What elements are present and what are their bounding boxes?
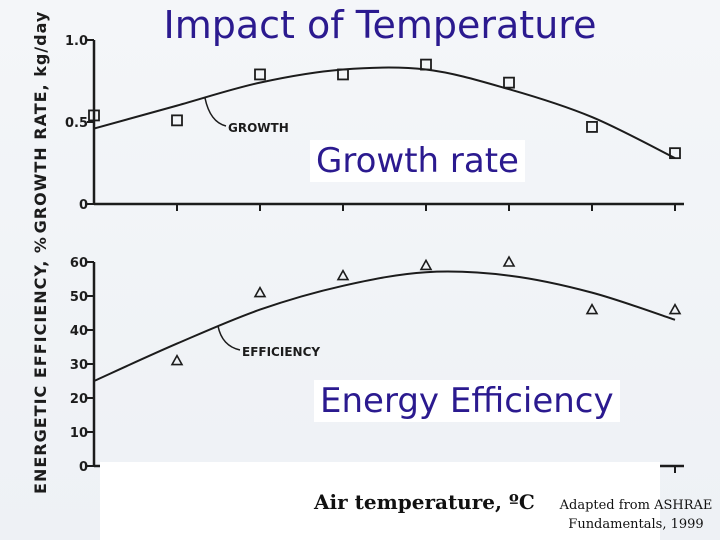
y-tick-label-1: 0.5 (65, 116, 88, 131)
data-point-square (669, 147, 681, 160)
fitted-curve-efficiency (93, 270, 676, 382)
source-credit-line1: Adapted from ASHRAE (559, 498, 713, 513)
y-axis-label-2: ENERGETIC EFFICIENCY, % (31, 236, 50, 494)
curve-annotation: GROWTH (228, 121, 289, 135)
data-point-square (503, 76, 515, 89)
data-point-triangle (668, 302, 682, 315)
y-tick-label-1: 1.0 (65, 34, 88, 49)
y-tick-label-2: 60 (70, 256, 88, 271)
y-tick-label-2: 10 (70, 426, 88, 441)
y-tick-label-1: 0 (79, 198, 88, 213)
source-credit: Adapted from ASHRAE Fundamentals, 1999 (556, 496, 716, 534)
data-point-square (254, 68, 266, 81)
slide-title: Impact of Temperature (163, 3, 597, 47)
fitted-curve-growth (93, 66, 676, 159)
annotation-leader (204, 97, 227, 127)
data-point-square (171, 114, 183, 127)
data-point-square (88, 109, 100, 122)
y-tick-label-2: 50 (70, 290, 88, 305)
annotation-leader (217, 325, 241, 351)
energy-efficiency-label: Energy Efficiency (314, 380, 620, 422)
y-axis-label-1: GROWTH RATE, kg/day (31, 11, 50, 234)
data-point-triangle (253, 285, 267, 298)
footer-panel (100, 462, 660, 540)
curve-annotation: EFFICIENCY (242, 345, 320, 359)
data-point-triangle (419, 258, 433, 271)
y-tick-label-2: 40 (70, 324, 88, 339)
data-point-square (420, 58, 432, 71)
data-point-triangle (585, 302, 599, 315)
y-tick-label-2: 20 (70, 392, 88, 407)
data-point-triangle (502, 255, 516, 267)
source-credit-line2: Fundamentals, 1999 (568, 517, 704, 532)
data-point-square (586, 121, 598, 133)
x-axis-label: Air temperature, ºC (314, 490, 535, 514)
growth-rate-label: Growth rate (310, 140, 525, 182)
y-tick-label-2: 0 (79, 460, 88, 475)
data-point-triangle (336, 268, 350, 281)
data-point-triangle (170, 353, 184, 366)
data-point-square (337, 68, 349, 81)
y-tick-label-2: 30 (70, 358, 88, 373)
